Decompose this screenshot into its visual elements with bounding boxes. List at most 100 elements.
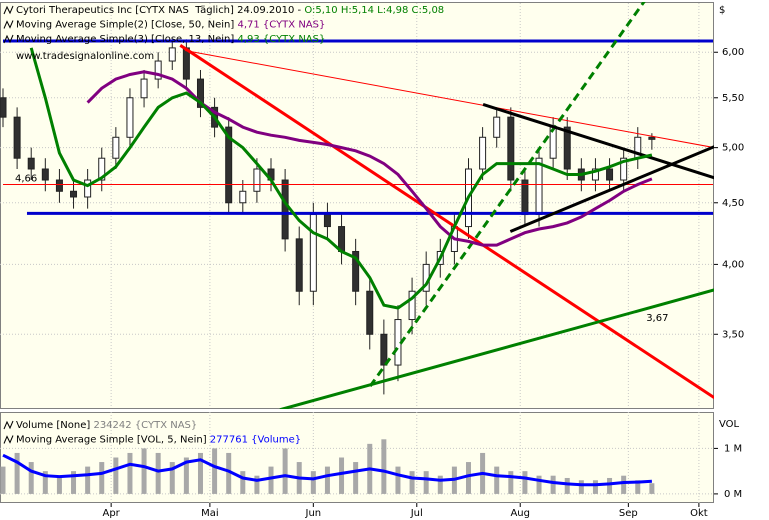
candle-body: [380, 333, 388, 366]
volume-bar: [0, 466, 6, 494]
y-tick-label: 4,00: [722, 259, 744, 270]
legend-tail: {CYTX NAS}: [260, 20, 326, 31]
volume-bar: [127, 452, 133, 494]
volume-bar: [268, 466, 274, 494]
candle-body: [493, 116, 501, 138]
x-tick-label: Aug: [510, 508, 530, 519]
volume-bar: [71, 471, 77, 494]
candle-body: [648, 136, 656, 140]
candle-body: [366, 290, 374, 335]
legend-tail: {CYTX NAS}: [132, 420, 198, 431]
y-tick-label: 3,50: [722, 329, 744, 340]
legend-text: Cytori Therapeutics Inc [CYTX NAS Täglic…: [16, 5, 304, 16]
y-tick-label: 5,50: [722, 93, 744, 104]
volume-bar: [339, 457, 345, 494]
legend-entry: Moving Average Simple [VOL, 5, Nein] 277…: [16, 435, 301, 446]
volume-bar: [550, 475, 556, 494]
candle-body: [84, 179, 92, 198]
legend-text: Volume [None]: [16, 420, 93, 431]
volume-bar: [14, 452, 20, 494]
candle-body: [352, 250, 360, 292]
candle-body: [70, 190, 78, 198]
x-tick-label: Okt: [690, 508, 708, 519]
volume-bar: [226, 452, 232, 494]
candle-body: [182, 47, 190, 80]
legend-value: 234242: [93, 420, 131, 431]
volume-bar: [536, 475, 542, 494]
candle-body: [126, 97, 134, 138]
x-tick-label: Jul: [410, 508, 423, 519]
candle-body: [408, 290, 416, 321]
legend-text: Moving Average Simple [VOL, 5, Nein]: [16, 435, 210, 446]
candle-body: [98, 157, 106, 181]
candle-body: [13, 116, 21, 159]
price-panel: [0, 2, 714, 409]
volume-bar: [578, 480, 584, 494]
candle-body: [309, 214, 317, 292]
ma-line: [86, 70, 653, 247]
y-axis-label: VOL: [719, 419, 740, 430]
candle-body: [168, 47, 176, 62]
line-label: 4,66: [15, 173, 37, 184]
volume-bar: [522, 471, 528, 494]
y-tick-label: 6,00: [722, 47, 744, 58]
trend-line: [369, 2, 646, 387]
price-plot: [0, 2, 714, 409]
volume-bar: [212, 448, 218, 494]
legend-icon: [3, 5, 14, 15]
trend-line: [184, 50, 714, 149]
volume-bar: [465, 462, 471, 494]
candle-body: [112, 136, 120, 159]
volume-bar: [607, 477, 613, 494]
volume-bar: [649, 483, 655, 494]
trend-line: [179, 44, 714, 400]
volume-bar: [141, 448, 147, 494]
legend-entry: Moving Average Simple(3) [Close, 13, Nei…: [16, 34, 325, 45]
x-tick-label: Sep: [619, 508, 638, 519]
legend-icon: [3, 20, 14, 29]
legend-entry: Cytori Therapeutics Inc [CYTX NAS Täglic…: [16, 5, 444, 16]
candle-body: [295, 238, 303, 292]
volume-bar: [621, 475, 627, 494]
legend-icon: [3, 435, 14, 444]
volume-plot: [0, 412, 714, 503]
volume-bar: [395, 466, 401, 494]
volume-bar: [635, 480, 641, 494]
volume-bar: [409, 471, 415, 494]
legend-tail: {Volume}: [248, 435, 301, 446]
volume-bar: [169, 462, 175, 494]
legend-text: Moving Average Simple(3) [Close, 13, Nei…: [16, 34, 237, 45]
legend-entry: Volume [None] 234242 {CYTX NAS}: [16, 420, 197, 431]
legend-icon: [3, 34, 14, 44]
legend-value: 277761: [210, 435, 248, 446]
volume-bar: [282, 448, 288, 494]
x-tick-label: Jun: [305, 508, 322, 519]
volume-bar: [437, 475, 443, 494]
candle-body: [41, 168, 49, 181]
volume-bar: [28, 462, 34, 494]
x-tick-label: Mai: [201, 508, 219, 519]
candle-body: [507, 116, 515, 181]
candle-body: [620, 157, 628, 181]
y-tick-label: 5,00: [722, 143, 744, 154]
line-label: 3,67: [646, 313, 668, 324]
candle-body: [563, 126, 571, 170]
x-tick-label: Apr: [102, 508, 120, 519]
candle-body: [27, 157, 35, 170]
y-tick-label: 0 M: [724, 489, 742, 500]
candle-body: [253, 168, 261, 192]
candle-body: [196, 78, 204, 108]
volume-bar: [240, 471, 246, 494]
y-tick-label: 1 M: [724, 443, 742, 454]
volume-bar: [85, 466, 91, 494]
volume-bar: [353, 462, 359, 494]
volume-bar: [324, 466, 330, 494]
volume-bar: [113, 457, 119, 494]
volume-bar: [564, 477, 570, 494]
legend-value: O:5,10 H:5,14 L:4,98 C:5,08: [304, 5, 444, 16]
candle-body: [239, 190, 247, 204]
watermark: www.tradesignalonline.com: [16, 51, 154, 62]
volume-bar: [254, 475, 260, 494]
candle-body: [140, 78, 148, 99]
